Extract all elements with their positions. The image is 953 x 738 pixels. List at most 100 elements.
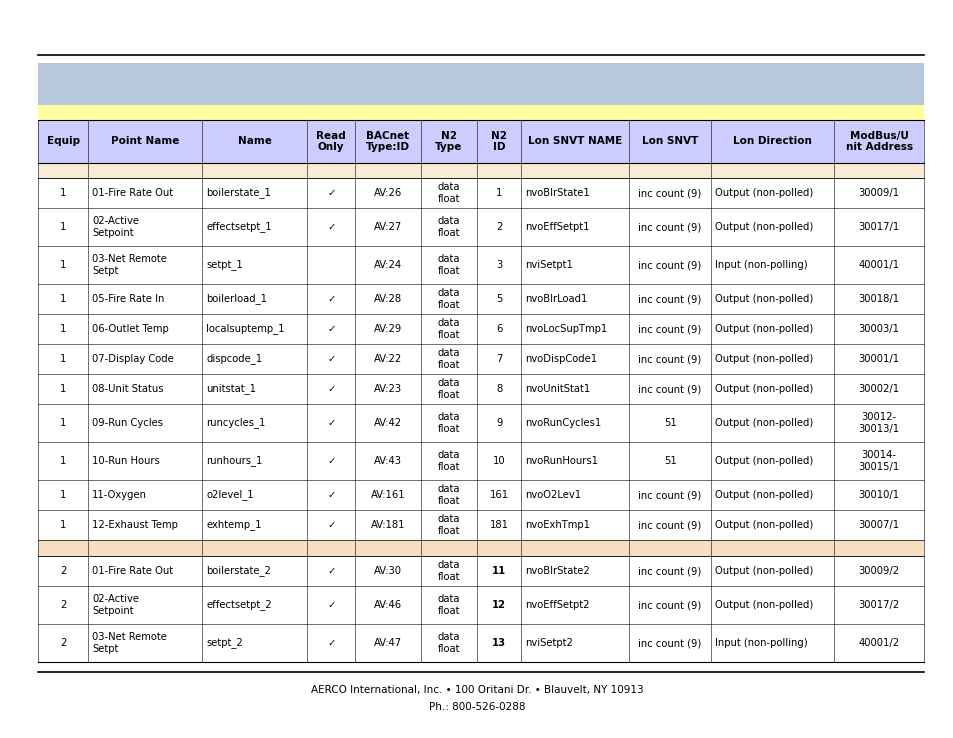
Text: AV:27: AV:27 (374, 222, 401, 232)
Text: 1: 1 (60, 520, 67, 530)
Text: exhtemp_1: exhtemp_1 (206, 520, 262, 531)
Text: Lon SNVT NAME: Lon SNVT NAME (527, 137, 621, 147)
Bar (38, 480, 923, 510)
Text: data
float: data float (437, 413, 459, 434)
Text: effectsetpt_1: effectsetpt_1 (206, 221, 272, 232)
Bar (38, 556, 923, 586)
Text: AV:161: AV:161 (370, 490, 405, 500)
Text: 1: 1 (60, 188, 67, 198)
Bar (38, 314, 923, 344)
Text: 161: 161 (489, 490, 508, 500)
Text: nvoO2Lev1: nvoO2Lev1 (525, 490, 580, 500)
Text: data
float: data float (437, 255, 459, 275)
Text: 03-Net Remote
Setpt: 03-Net Remote Setpt (92, 632, 167, 654)
Text: 181: 181 (489, 520, 508, 530)
Text: ✓: ✓ (327, 520, 335, 530)
Bar (38, 105, 923, 120)
Text: AV:29: AV:29 (374, 324, 401, 334)
Text: data
float: data float (437, 216, 459, 238)
Text: Equip: Equip (47, 137, 80, 147)
Text: 12-Exhaust Temp: 12-Exhaust Temp (92, 520, 178, 530)
Text: Output (non-polled): Output (non-polled) (715, 490, 813, 500)
Text: inc count (9): inc count (9) (638, 600, 701, 610)
Text: nvoRunCycles1: nvoRunCycles1 (525, 418, 600, 428)
Text: Output (non-polled): Output (non-polled) (715, 600, 813, 610)
Text: 30010/1: 30010/1 (858, 490, 899, 500)
Text: Output (non-polled): Output (non-polled) (715, 188, 813, 198)
Text: 1: 1 (60, 260, 67, 270)
Text: AV:22: AV:22 (374, 354, 401, 364)
Text: 01-Fire Rate Out: 01-Fire Rate Out (92, 566, 173, 576)
Text: data
float: data float (437, 348, 459, 370)
Text: data
float: data float (437, 594, 459, 615)
Text: data
float: data float (437, 632, 459, 654)
Text: 2: 2 (60, 600, 67, 610)
Text: 10-Run Hours: 10-Run Hours (92, 456, 160, 466)
Text: AV:28: AV:28 (374, 294, 401, 304)
Text: AV:26: AV:26 (374, 188, 401, 198)
Text: Output (non-polled): Output (non-polled) (715, 384, 813, 394)
Text: 2: 2 (60, 566, 67, 576)
Text: dispcode_1: dispcode_1 (206, 354, 262, 365)
Text: inc count (9): inc count (9) (638, 354, 701, 364)
Text: 30001/1: 30001/1 (858, 354, 899, 364)
Text: 7: 7 (496, 354, 502, 364)
Text: Output (non-polled): Output (non-polled) (715, 566, 813, 576)
Text: o2level_1: o2level_1 (206, 489, 253, 500)
Text: 1: 1 (60, 418, 67, 428)
Text: ✓: ✓ (327, 600, 335, 610)
Text: Name: Name (237, 137, 272, 147)
Text: nvoRunHours1: nvoRunHours1 (525, 456, 598, 466)
Text: data
float: data float (437, 379, 459, 399)
Text: AV:43: AV:43 (374, 456, 401, 466)
Text: Ph.: 800-526-0288: Ph.: 800-526-0288 (428, 702, 525, 712)
Text: 13: 13 (492, 638, 506, 648)
Text: AV:23: AV:23 (374, 384, 401, 394)
Text: inc count (9): inc count (9) (638, 188, 701, 198)
Text: Output (non-polled): Output (non-polled) (715, 324, 813, 334)
Text: data
float: data float (437, 450, 459, 472)
Text: inc count (9): inc count (9) (638, 222, 701, 232)
Text: 30009/2: 30009/2 (858, 566, 899, 576)
Text: 01-Fire Rate Out: 01-Fire Rate Out (92, 188, 173, 198)
Text: nvoBlrLoad1: nvoBlrLoad1 (525, 294, 587, 304)
Text: boilerstate_1: boilerstate_1 (206, 187, 271, 199)
Text: Lon SNVT: Lon SNVT (641, 137, 698, 147)
Text: inc count (9): inc count (9) (638, 384, 701, 394)
Text: 1: 1 (60, 324, 67, 334)
Text: 1: 1 (60, 456, 67, 466)
Text: 30012-
30013/1: 30012- 30013/1 (858, 413, 899, 434)
Text: 08-Unit Status: 08-Unit Status (92, 384, 164, 394)
Text: Output (non-polled): Output (non-polled) (715, 418, 813, 428)
Text: BACnet
Type:ID: BACnet Type:ID (365, 131, 410, 152)
Text: 06-Outlet Temp: 06-Outlet Temp (92, 324, 169, 334)
Text: 2: 2 (496, 222, 502, 232)
Text: inc count (9): inc count (9) (638, 520, 701, 530)
Text: AV:30: AV:30 (374, 566, 401, 576)
Text: 6: 6 (496, 324, 502, 334)
Text: 40001/1: 40001/1 (858, 260, 899, 270)
Text: Output (non-polled): Output (non-polled) (715, 294, 813, 304)
Text: ModBus/U
nit Address: ModBus/U nit Address (844, 131, 912, 152)
Text: ✓: ✓ (327, 638, 335, 648)
Text: inc count (9): inc count (9) (638, 324, 701, 334)
Text: ✓: ✓ (327, 188, 335, 198)
Text: 10: 10 (493, 456, 505, 466)
Text: data
float: data float (437, 484, 459, 506)
Bar (38, 586, 923, 624)
Text: ✓: ✓ (327, 324, 335, 334)
Text: 30003/1: 30003/1 (858, 324, 899, 334)
Text: ✓: ✓ (327, 456, 335, 466)
Text: nviSetpt1: nviSetpt1 (525, 260, 573, 270)
Text: nvoBlrState2: nvoBlrState2 (525, 566, 589, 576)
Text: data
float: data float (437, 182, 459, 204)
Text: unitstat_1: unitstat_1 (206, 384, 256, 394)
Text: 1: 1 (60, 222, 67, 232)
Text: localsuptemp_1: localsuptemp_1 (206, 323, 285, 334)
Text: 05-Fire Rate In: 05-Fire Rate In (92, 294, 165, 304)
Bar (38, 510, 923, 540)
Text: 1: 1 (496, 188, 502, 198)
Text: 30007/1: 30007/1 (858, 520, 899, 530)
Bar (38, 344, 923, 374)
Text: data
float: data float (437, 560, 459, 582)
